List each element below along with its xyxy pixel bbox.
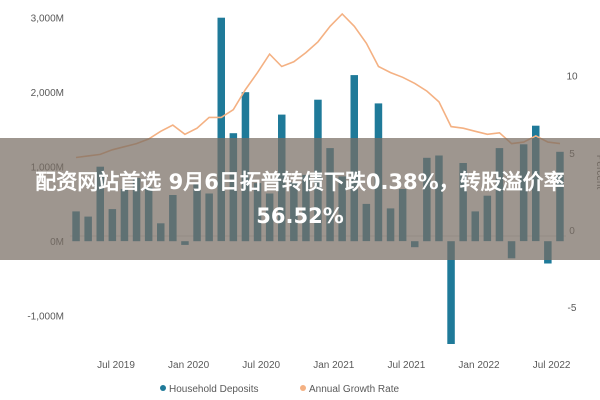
legend-label-household-deposits: Household Deposits <box>169 384 259 395</box>
bar <box>447 241 455 344</box>
x-tick-label: Jul 2019 <box>97 360 135 371</box>
headline-banner: 配资网站首选 9月6日拓普转债下跌0.38%，转股溢价率56.52% <box>0 138 600 260</box>
legend-label-annual-growth-rate: Annual Growth Rate <box>309 384 399 395</box>
y-right-tick-label: 10 <box>566 72 578 83</box>
x-tick-label: Jan 2020 <box>168 360 210 371</box>
x-axis-ticks: Jul 2019 Jan 2020 Jul 2020 Jan 2021 Jul 2021… <box>97 360 571 371</box>
y-left-tick-label: -1,000M <box>27 312 64 323</box>
legend: Household Deposits Annual Growth Rate <box>160 384 399 395</box>
y-left-tick-label: 3,000M <box>31 14 64 25</box>
x-tick-label: Jan 2022 <box>458 360 500 371</box>
x-tick-label: Jul 2020 <box>242 360 280 371</box>
headline-text: 配资网站首选 9月6日拓普转债下跌0.38%，转股溢价率56.52% <box>35 170 565 228</box>
x-tick-label: Jul 2021 <box>387 360 425 371</box>
y-right-tick-label: -5 <box>568 303 577 314</box>
line-series-annual-growth-rate <box>75 12 561 159</box>
bar <box>217 17 225 242</box>
y-left-tick-label: 2,000M <box>31 88 64 99</box>
x-tick-label: Jul 2022 <box>533 360 571 371</box>
legend-marker-annual-growth-rate <box>300 385 306 391</box>
legend-marker-household-deposits <box>160 385 166 391</box>
x-tick-label: Jan 2021 <box>313 360 355 371</box>
